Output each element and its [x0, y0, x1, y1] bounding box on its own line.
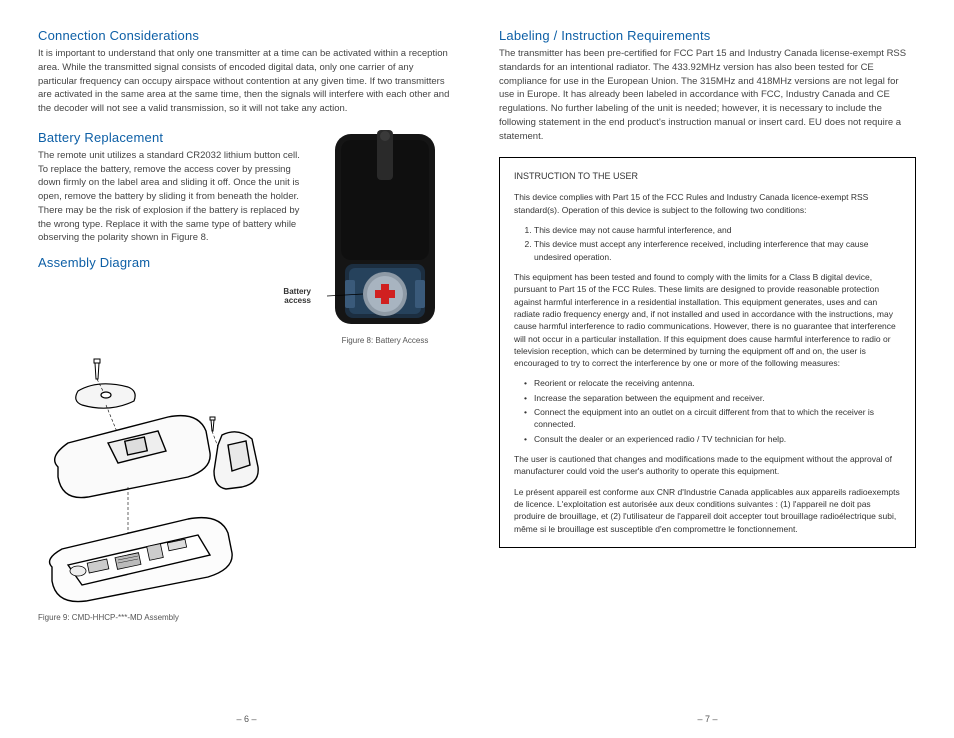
instruction-measures-list: Reorient or relocate the receiving anten… [524, 377, 901, 445]
battery-device-image [325, 130, 445, 330]
heading-labeling: Labeling / Instruction Requirements [499, 28, 916, 43]
instruction-p4-french: Le présent appareil est conforme aux CNR… [514, 486, 901, 535]
assembly-diagram [38, 357, 298, 607]
instruction-conditions-list: This device may not cause harmful interf… [534, 224, 901, 263]
condition-2: This device must accept any interference… [534, 238, 901, 263]
measure-4: Consult the dealer or an experienced rad… [524, 433, 901, 445]
para-battery: The remote unit utilizes a standard CR20… [38, 149, 305, 245]
page-number-right: – 7 – [499, 706, 916, 724]
instruction-box: INSTRUCTION TO THE USER This device comp… [499, 157, 916, 548]
para-connection: It is important to understand that only … [38, 47, 455, 116]
battery-label-line2: access [284, 296, 311, 305]
instruction-p2: This equipment has been tested and found… [514, 271, 901, 370]
page-number-left: – 6 – [38, 706, 455, 724]
page-right: Labeling / Instruction Requirements The … [477, 28, 916, 724]
measure-2: Increase the separation between the equi… [524, 392, 901, 404]
instruction-p3: The user is cautioned that changes and m… [514, 453, 901, 478]
page-left: Connection Considerations It is importan… [38, 28, 477, 724]
measure-1: Reorient or relocate the receiving anten… [524, 377, 901, 389]
heading-connection: Connection Considerations [38, 28, 455, 43]
measure-3: Connect the equipment into an outlet on … [524, 406, 901, 431]
instruction-p1: This device complies with Part 15 of the… [514, 191, 901, 216]
battery-text-col: Battery Replacement The remote unit util… [38, 130, 305, 345]
figure9-caption: Figure 9: CMD-HHCP-***-MD Assembly [38, 613, 455, 622]
battery-image-wrap: Battery access [315, 130, 455, 345]
condition-1: This device may not cause harmful interf… [534, 224, 901, 236]
battery-section: Battery Replacement The remote unit util… [38, 130, 455, 345]
battery-access-label: Battery access [271, 288, 311, 306]
para-labeling: The transmitter has been pre-certified f… [499, 47, 916, 143]
heading-battery: Battery Replacement [38, 130, 305, 145]
instruction-title: INSTRUCTION TO THE USER [514, 170, 901, 183]
heading-assembly: Assembly Diagram [38, 255, 305, 270]
figure8-caption: Figure 8: Battery Access [342, 336, 429, 345]
battery-label-line1: Battery [283, 287, 311, 296]
